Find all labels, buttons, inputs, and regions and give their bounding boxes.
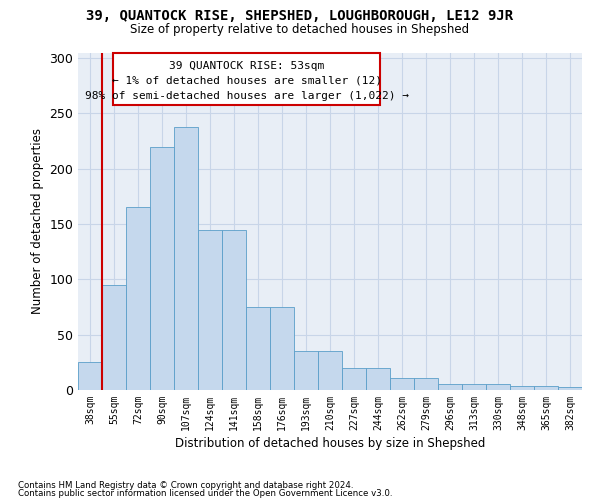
Bar — [390, 378, 414, 390]
Bar — [150, 146, 174, 390]
Text: Contains HM Land Registry data © Crown copyright and database right 2024.: Contains HM Land Registry data © Crown c… — [18, 481, 353, 490]
Bar — [294, 352, 318, 390]
Bar — [174, 126, 198, 390]
Bar — [102, 285, 126, 390]
Bar — [414, 378, 438, 390]
Bar — [486, 384, 510, 390]
Bar — [342, 368, 366, 390]
Bar — [510, 386, 534, 390]
Bar — [222, 230, 246, 390]
Text: Contains public sector information licensed under the Open Government Licence v3: Contains public sector information licen… — [18, 488, 392, 498]
Bar — [318, 352, 342, 390]
Text: ← 1% of detached houses are smaller (12): ← 1% of detached houses are smaller (12) — [112, 76, 382, 86]
Bar — [126, 208, 150, 390]
Bar — [462, 384, 486, 390]
Bar — [270, 307, 294, 390]
Bar — [534, 386, 558, 390]
Bar — [438, 384, 462, 390]
Text: 39 QUANTOCK RISE: 53sqm: 39 QUANTOCK RISE: 53sqm — [169, 61, 325, 71]
Text: 98% of semi-detached houses are larger (1,022) →: 98% of semi-detached houses are larger (… — [85, 91, 409, 101]
Text: 39, QUANTOCK RISE, SHEPSHED, LOUGHBOROUGH, LE12 9JR: 39, QUANTOCK RISE, SHEPSHED, LOUGHBOROUG… — [86, 9, 514, 23]
FancyBboxPatch shape — [113, 52, 380, 105]
Bar — [366, 368, 390, 390]
Y-axis label: Number of detached properties: Number of detached properties — [31, 128, 44, 314]
Bar — [558, 386, 582, 390]
Bar — [78, 362, 102, 390]
Bar — [246, 307, 270, 390]
X-axis label: Distribution of detached houses by size in Shepshed: Distribution of detached houses by size … — [175, 437, 485, 450]
Text: Size of property relative to detached houses in Shepshed: Size of property relative to detached ho… — [130, 23, 470, 36]
Bar — [198, 230, 222, 390]
